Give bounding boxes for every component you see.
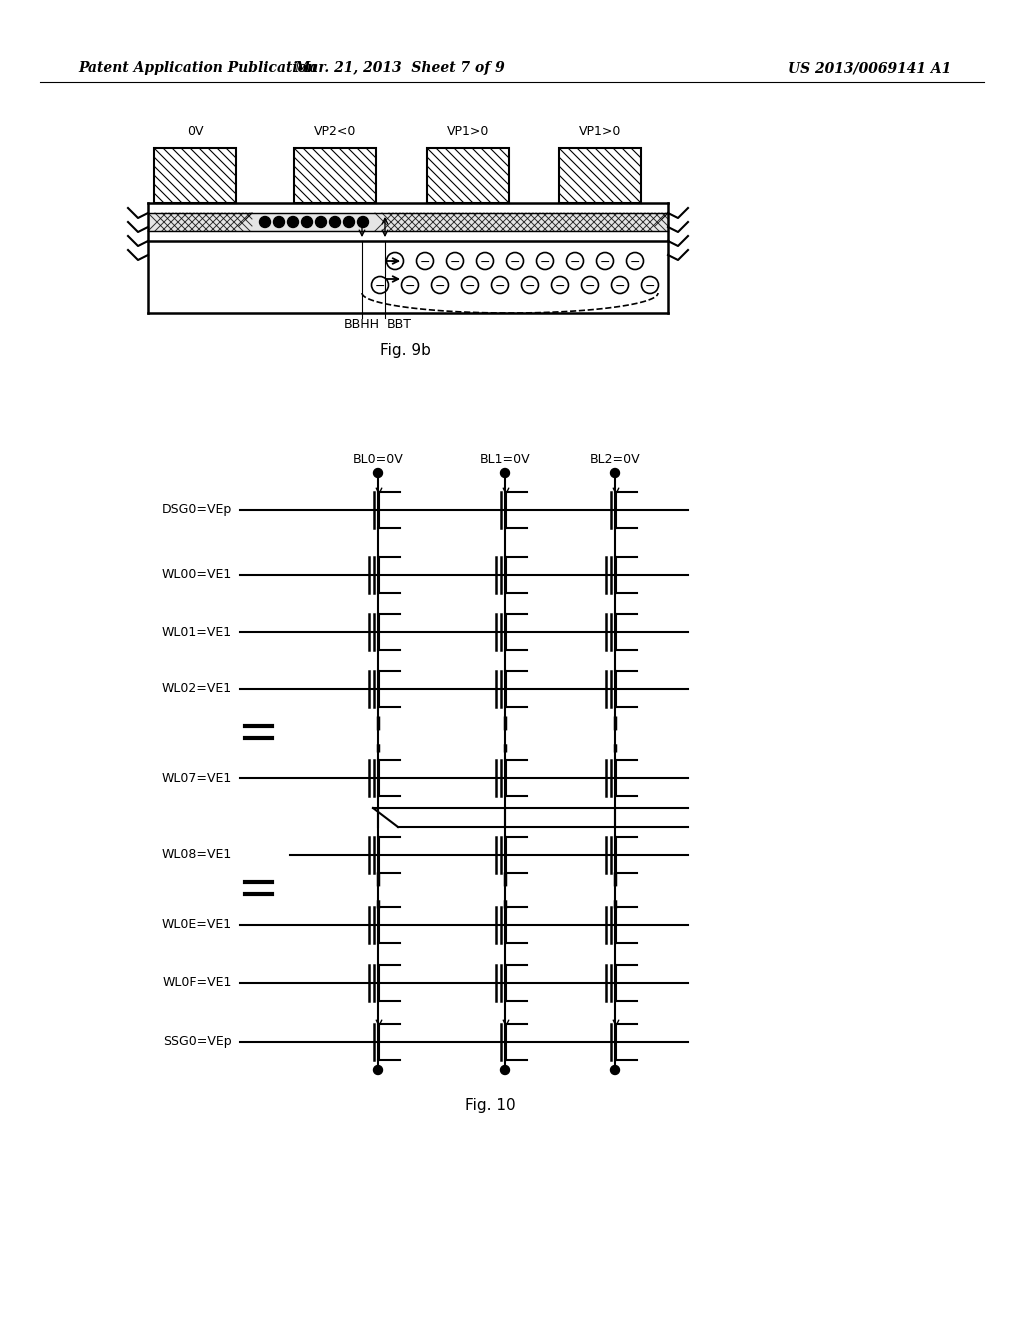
Text: WL02=VE1: WL02=VE1 <box>162 682 232 696</box>
Text: −: − <box>495 280 505 293</box>
Circle shape <box>259 216 270 227</box>
Bar <box>154 148 236 203</box>
Circle shape <box>273 216 285 227</box>
Text: −: − <box>480 256 490 269</box>
Text: BL2=0V: BL2=0V <box>590 453 640 466</box>
Circle shape <box>330 216 341 227</box>
Text: Fig. 10: Fig. 10 <box>465 1098 515 1113</box>
Text: VP1>0: VP1>0 <box>579 125 622 139</box>
Text: −: − <box>585 280 595 293</box>
Text: BL0=0V: BL0=0V <box>352 453 403 466</box>
Text: −: − <box>614 280 626 293</box>
Text: −: − <box>540 256 550 269</box>
Text: VP1>0: VP1>0 <box>446 125 489 139</box>
Circle shape <box>374 469 383 478</box>
Text: −: − <box>645 280 655 293</box>
Text: WL0F=VE1: WL0F=VE1 <box>163 977 232 990</box>
Text: −: − <box>510 256 520 269</box>
Text: −: − <box>390 256 400 269</box>
Circle shape <box>610 1065 620 1074</box>
Text: SSG0=VEp: SSG0=VEp <box>164 1035 232 1048</box>
Text: WL0E=VE1: WL0E=VE1 <box>162 919 232 932</box>
Text: BL1=0V: BL1=0V <box>479 453 530 466</box>
Text: 0V: 0V <box>186 125 203 139</box>
Circle shape <box>374 1065 383 1074</box>
Text: WL08=VE1: WL08=VE1 <box>162 849 232 862</box>
Text: −: − <box>420 256 430 269</box>
Circle shape <box>315 216 327 227</box>
Text: VP2<0: VP2<0 <box>313 125 356 139</box>
Text: −: − <box>600 256 610 269</box>
Bar <box>294 148 376 203</box>
Text: Mar. 21, 2013  Sheet 7 of 9: Mar. 21, 2013 Sheet 7 of 9 <box>295 61 506 75</box>
Text: WL07=VE1: WL07=VE1 <box>162 771 232 784</box>
Circle shape <box>301 216 312 227</box>
Text: −: − <box>375 280 385 293</box>
Bar <box>427 148 509 203</box>
Text: Patent Application Publication: Patent Application Publication <box>78 61 317 75</box>
Text: BBHH: BBHH <box>344 318 380 331</box>
Text: DSG0=VEp: DSG0=VEp <box>162 503 232 516</box>
Circle shape <box>357 216 369 227</box>
Circle shape <box>343 216 354 227</box>
Circle shape <box>288 216 299 227</box>
Text: −: − <box>404 280 416 293</box>
Text: Fig. 9b: Fig. 9b <box>380 343 430 358</box>
Text: −: − <box>569 256 581 269</box>
Text: WL01=VE1: WL01=VE1 <box>162 626 232 639</box>
Circle shape <box>610 469 620 478</box>
Text: −: − <box>555 280 565 293</box>
Text: −: − <box>465 280 475 293</box>
Text: US 2013/0069141 A1: US 2013/0069141 A1 <box>788 61 951 75</box>
Text: −: − <box>524 280 536 293</box>
Circle shape <box>501 1065 510 1074</box>
Text: −: − <box>450 256 460 269</box>
Text: −: − <box>630 256 640 269</box>
Bar <box>559 148 641 203</box>
Text: −: − <box>435 280 445 293</box>
Text: WL00=VE1: WL00=VE1 <box>162 569 232 582</box>
Text: BBT: BBT <box>387 318 412 331</box>
Circle shape <box>501 469 510 478</box>
